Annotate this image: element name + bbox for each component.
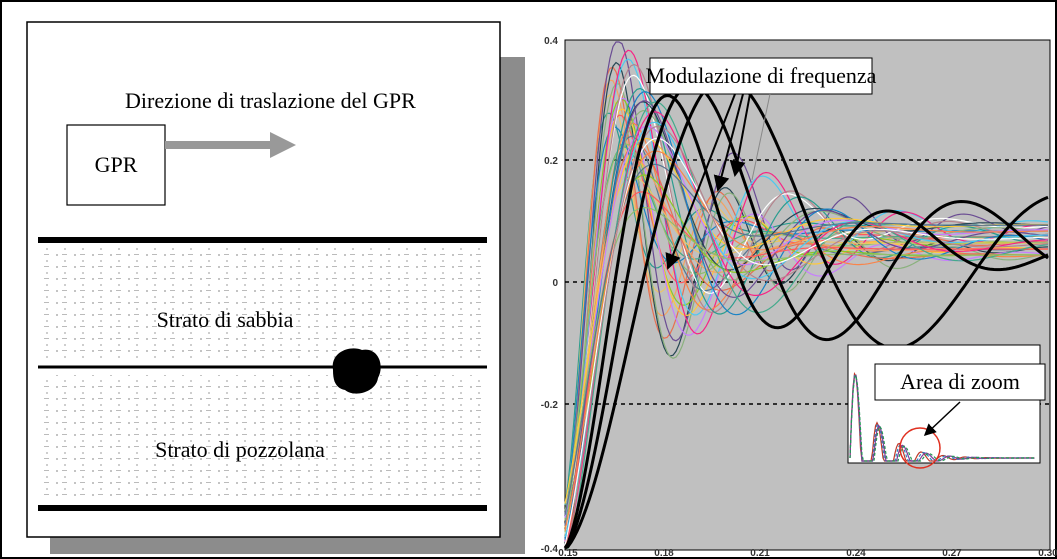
- inset: [848, 345, 1040, 463]
- x-tick-label: 0.24: [846, 548, 866, 559]
- x-tick-label: 0.18: [654, 548, 674, 559]
- x-tick-label: 0.30: [1038, 548, 1057, 559]
- plot-area: [565, 40, 1050, 550]
- inset-annotation: Area di zoom: [900, 369, 1020, 394]
- x-tick-label: 0.15: [558, 548, 578, 559]
- y-tick-label: 0.2: [544, 156, 558, 167]
- y-tick-label: -0.2: [541, 400, 559, 411]
- y-tick-label: -0.4: [541, 544, 559, 555]
- layer-label: Strato di pozzolana: [155, 437, 325, 462]
- figure: Direzione di traslazione del GPR GPR Str…: [0, 0, 1057, 559]
- x-tick-label: 0.21: [750, 548, 770, 559]
- gpr-label: GPR: [95, 152, 138, 177]
- y-tick-label: 0.4: [544, 36, 558, 47]
- sand-layer: [40, 248, 485, 358]
- layer-label: Strato di sabbia: [157, 307, 294, 332]
- direction-label: Direzione di traslazione del GPR: [125, 88, 416, 113]
- annotation: Modulazione di frequenza: [646, 63, 877, 88]
- x-tick-label: 0.27: [942, 548, 962, 559]
- y-tick-label: 0: [552, 278, 558, 289]
